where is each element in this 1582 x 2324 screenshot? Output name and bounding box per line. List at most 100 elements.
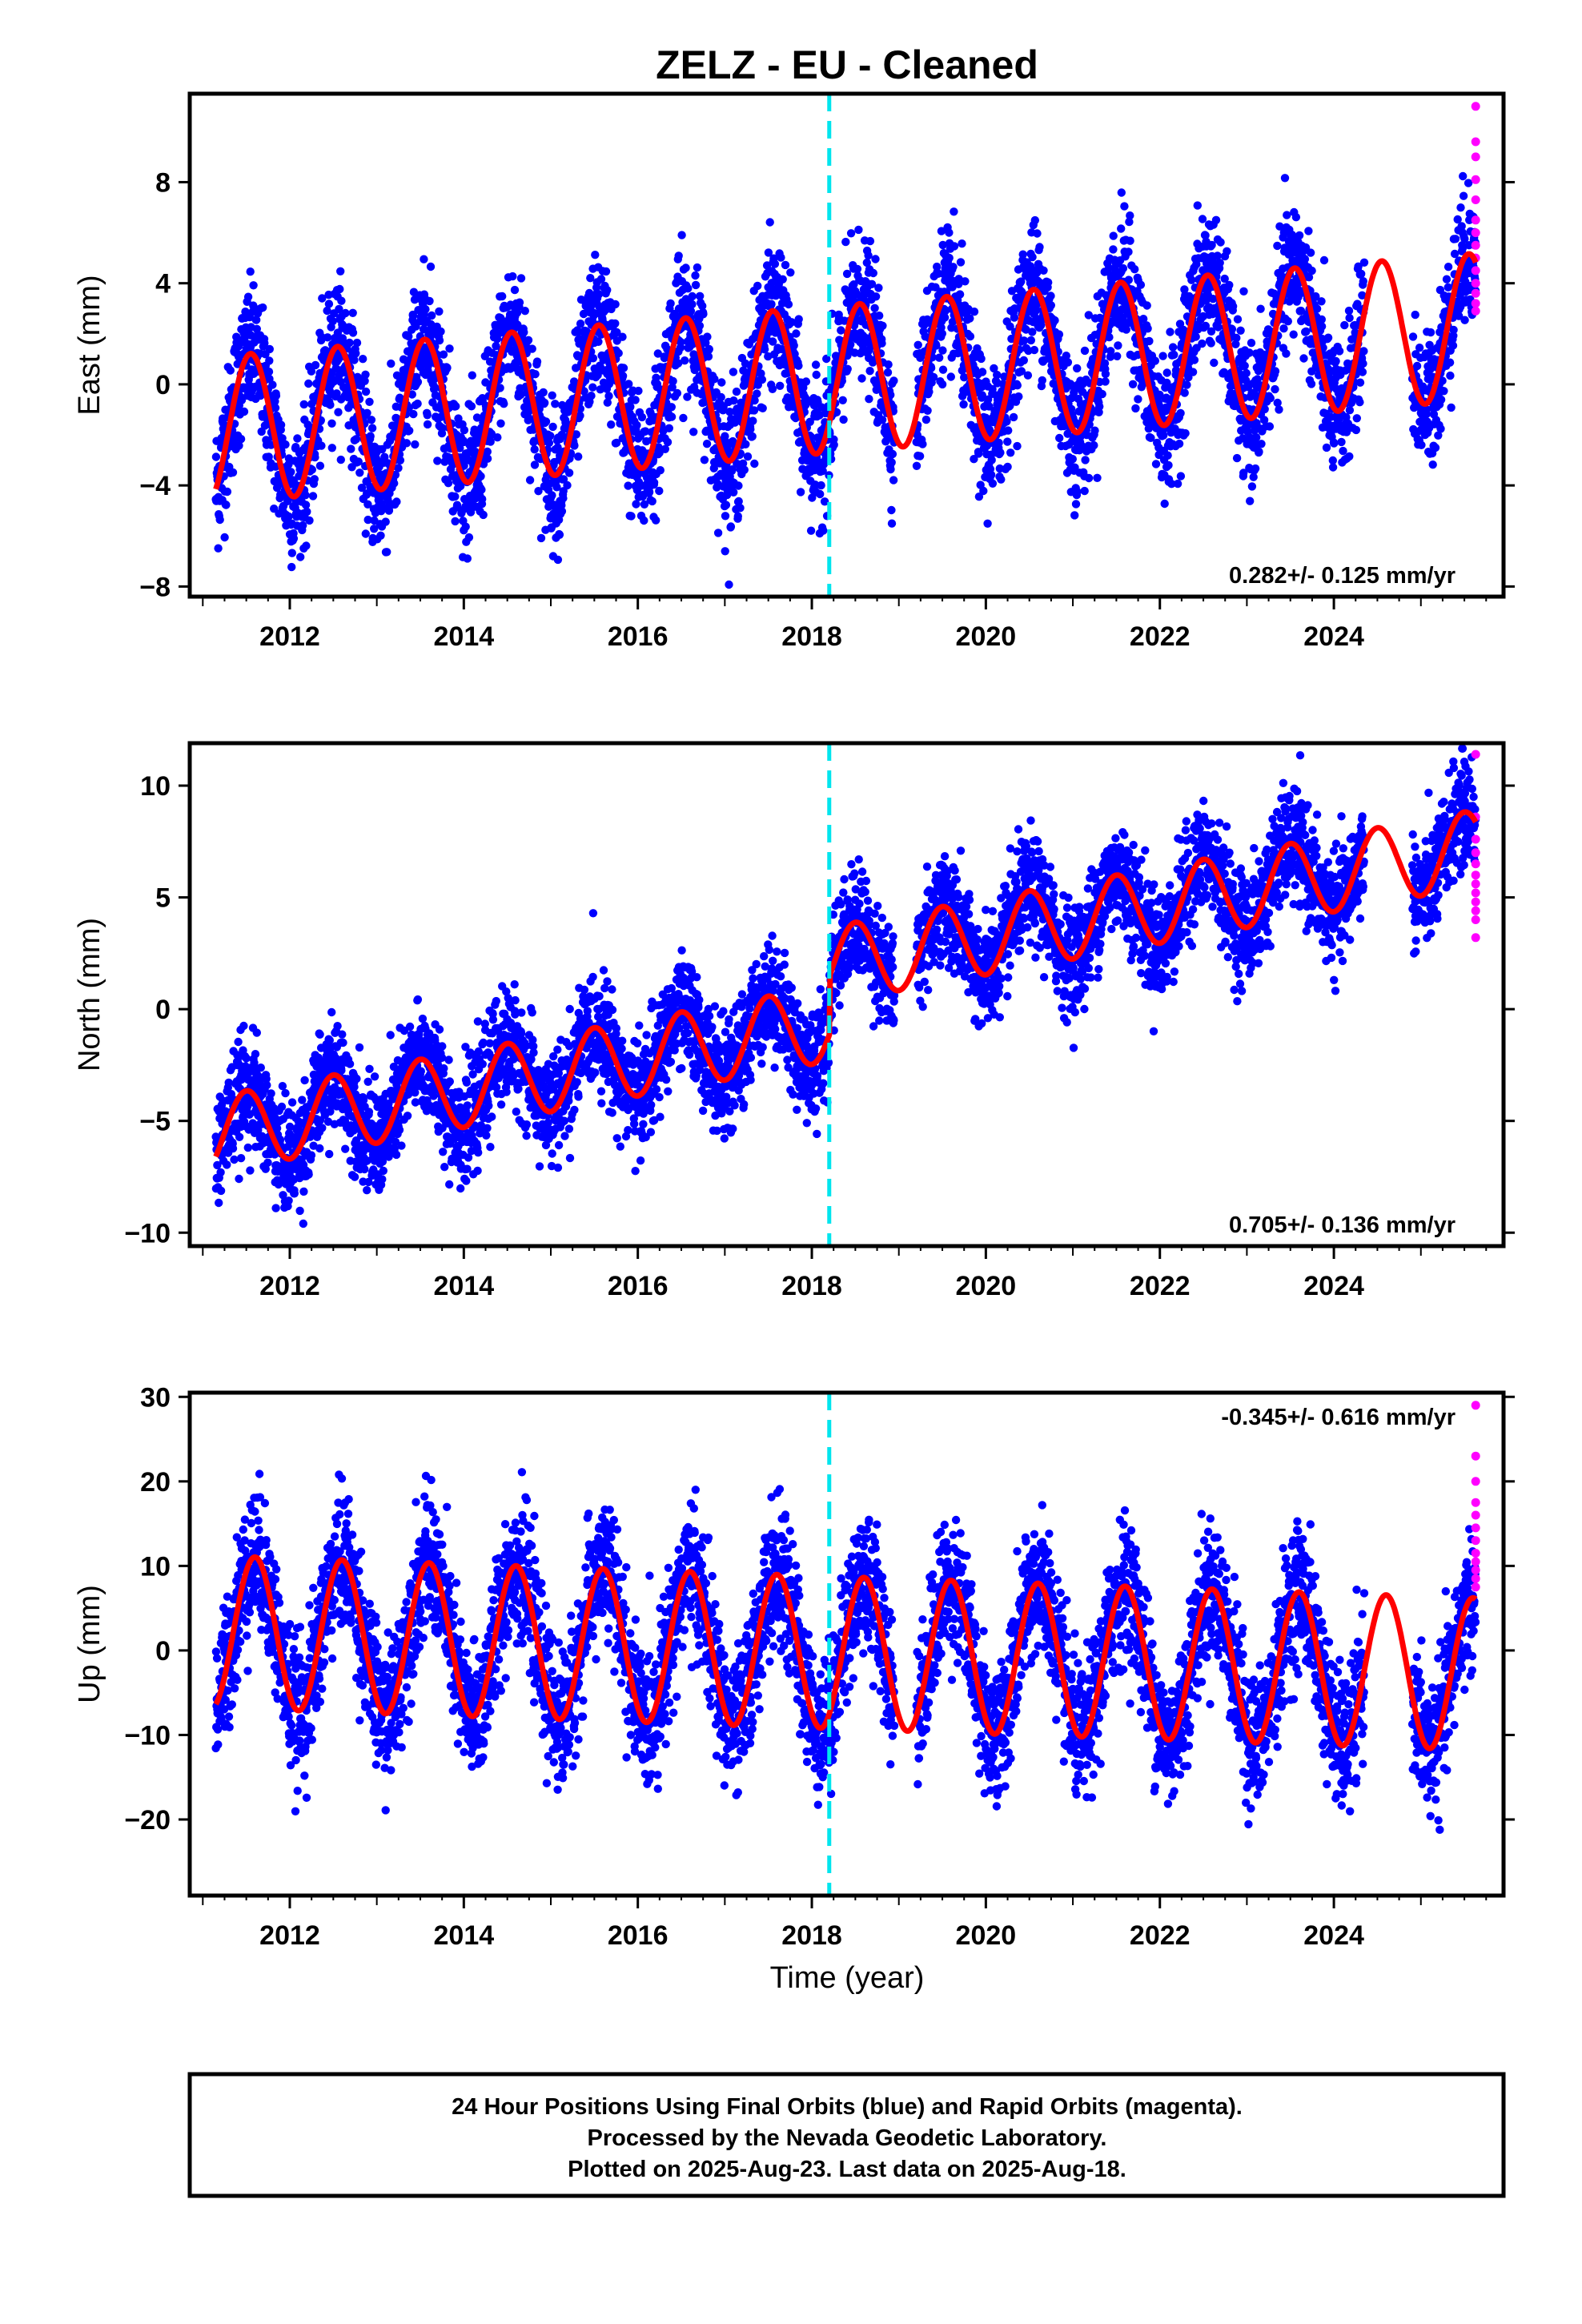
final-orbit-point	[249, 281, 258, 290]
final-orbit-point	[1105, 332, 1114, 342]
final-orbit-point	[958, 239, 966, 248]
final-orbit-point	[1211, 215, 1221, 224]
final-orbit-point	[978, 368, 987, 376]
final-orbit-point	[1085, 420, 1094, 429]
final-orbit-point	[696, 292, 705, 300]
final-orbit-point	[1283, 211, 1291, 219]
final-orbit-point	[887, 505, 896, 515]
final-orbit-point	[749, 416, 757, 425]
final-orbit-point	[1167, 480, 1176, 489]
final-orbit-point	[770, 259, 780, 268]
final-orbit-point	[983, 519, 992, 528]
final-orbit-point	[483, 447, 492, 456]
final-orbit-point	[767, 300, 776, 308]
final-orbit-point	[1359, 359, 1367, 368]
final-orbit-point	[486, 437, 495, 446]
final-orbit-point	[1215, 259, 1224, 267]
final-orbit-point	[966, 314, 974, 323]
final-orbit-point	[1306, 248, 1315, 257]
final-orbit-point	[818, 466, 827, 476]
final-orbit-point	[323, 306, 331, 316]
final-orbit-point	[1459, 171, 1468, 181]
final-orbit-point	[1247, 482, 1257, 491]
final-orbit-point	[305, 516, 314, 525]
final-orbit-point	[1068, 455, 1078, 464]
final-orbit-point	[877, 339, 886, 348]
final-orbit-point	[302, 541, 311, 550]
final-orbit-point	[1322, 443, 1331, 452]
final-orbit-point	[1185, 292, 1194, 301]
final-orbit-point	[1190, 356, 1199, 364]
final-orbit-point	[264, 368, 274, 376]
final-orbit-point	[918, 440, 927, 448]
final-orbit-point	[1431, 443, 1440, 452]
final-orbit-point	[530, 460, 540, 469]
final-orbit-point	[1223, 247, 1231, 255]
final-orbit-point	[464, 533, 474, 542]
final-orbit-point	[829, 440, 838, 449]
final-orbit-point	[750, 396, 759, 405]
final-orbit-point	[413, 399, 422, 408]
final-orbit-point	[1255, 447, 1263, 456]
final-orbit-point	[243, 292, 253, 301]
final-orbit-point	[1312, 304, 1322, 313]
final-orbit-point	[327, 419, 336, 428]
final-orbit-point	[1257, 440, 1266, 448]
final-orbit-point	[884, 360, 893, 369]
final-orbit-point	[760, 345, 769, 354]
final-orbit-point	[674, 251, 683, 260]
final-orbit-point	[530, 445, 539, 454]
final-orbit-point	[603, 286, 612, 295]
final-orbit-point	[709, 464, 718, 472]
final-orbit-point	[336, 267, 345, 275]
final-orbit-point	[1460, 235, 1469, 243]
final-orbit-point	[1456, 203, 1465, 212]
final-orbit-point	[865, 236, 875, 246]
final-orbit-point	[352, 338, 362, 348]
final-orbit-point	[289, 534, 299, 543]
final-orbit-point	[667, 412, 677, 421]
final-orbit-point	[1035, 243, 1044, 251]
final-orbit-point	[721, 512, 730, 521]
final-orbit-point	[870, 304, 879, 312]
final-orbit-point	[481, 378, 490, 387]
final-orbit-point	[451, 492, 460, 501]
final-orbit-point	[498, 292, 507, 301]
final-orbit-point	[381, 517, 390, 526]
final-orbit-point	[640, 516, 648, 525]
final-orbit-point	[1345, 452, 1354, 461]
final-orbit-point	[1159, 431, 1168, 440]
final-orbit-point	[1026, 336, 1036, 345]
final-orbit-point	[301, 491, 310, 500]
final-orbit-point	[699, 310, 708, 319]
final-orbit-point	[883, 368, 893, 377]
final-orbit-point	[710, 375, 719, 384]
final-orbit-point	[576, 411, 584, 420]
final-orbit-point	[284, 460, 293, 469]
final-orbit-point	[1084, 311, 1094, 320]
final-orbit-point	[1044, 278, 1053, 287]
final-orbit-point	[296, 553, 305, 561]
final-orbit-point	[1443, 263, 1453, 271]
final-orbit-point	[631, 396, 640, 404]
final-orbit-point	[1339, 446, 1347, 456]
final-orbit-point	[634, 386, 643, 396]
final-orbit-point	[463, 554, 472, 563]
final-orbit-point	[986, 470, 996, 480]
final-orbit-point	[1118, 263, 1128, 273]
final-orbit-point	[988, 384, 997, 394]
final-orbit-point	[661, 444, 669, 453]
final-orbit-point	[688, 300, 697, 309]
final-orbit-point	[323, 333, 332, 342]
final-orbit-point	[843, 364, 852, 373]
final-orbit-point	[259, 303, 267, 312]
final-orbit-point	[546, 432, 555, 440]
final-orbit-point	[548, 491, 556, 500]
final-orbit-point	[472, 413, 482, 422]
final-orbit-point	[355, 468, 364, 477]
final-orbit-point	[865, 367, 874, 376]
final-orbit-point	[812, 370, 821, 380]
final-orbit-point	[335, 304, 343, 314]
final-orbit-point	[351, 435, 361, 444]
final-orbit-point	[768, 384, 777, 393]
